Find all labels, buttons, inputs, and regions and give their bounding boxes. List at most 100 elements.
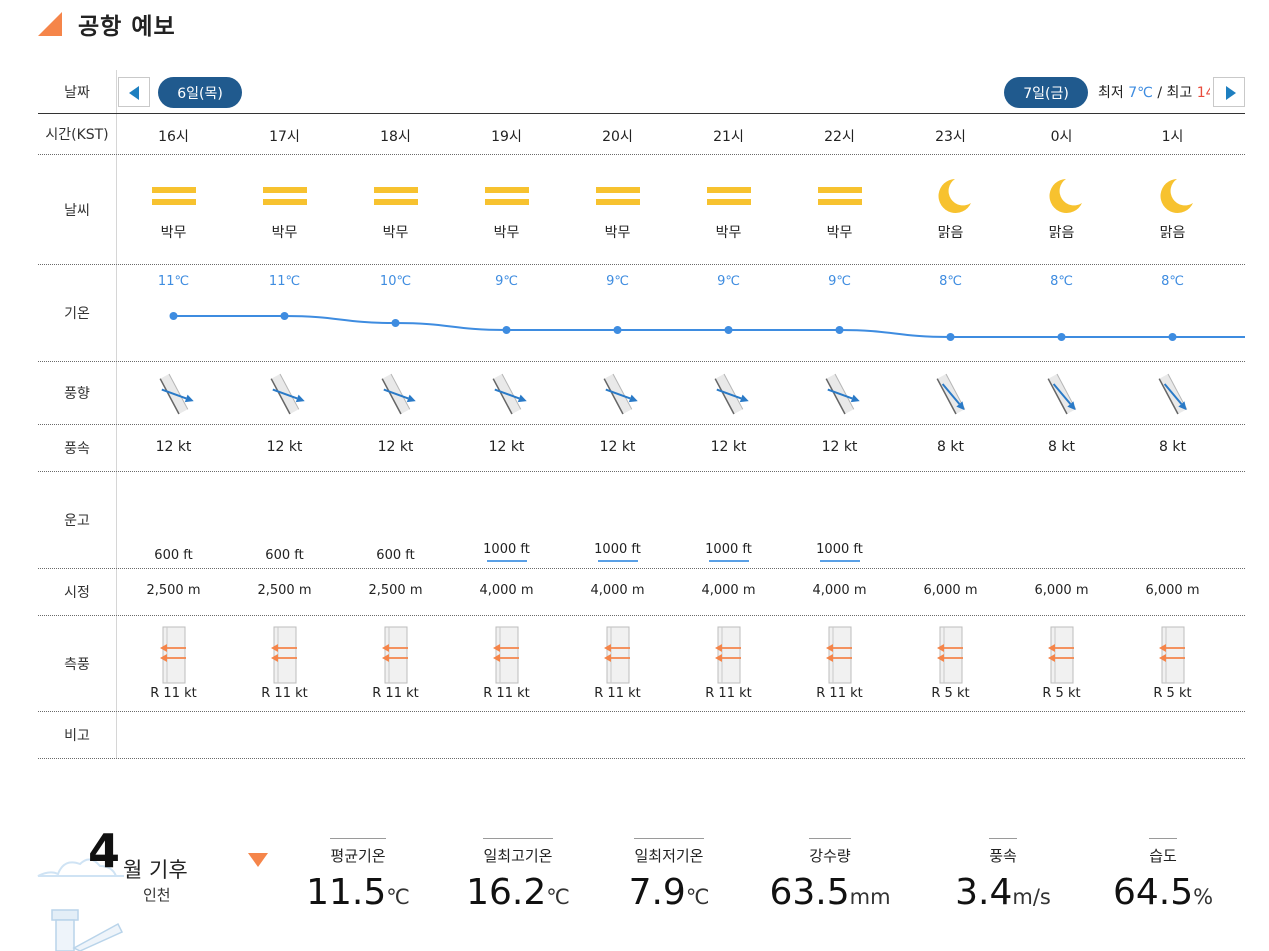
crosswind-value: R 11 kt <box>483 686 530 701</box>
wind-speed-value: 12 kt <box>710 439 747 455</box>
climate-stat-unit: % <box>1193 885 1214 909</box>
time-cell: 21시 <box>713 129 744 145</box>
crosswind-value: R 5 kt <box>1042 686 1081 701</box>
crosswind-value: R 11 kt <box>150 686 197 701</box>
temp-point <box>946 333 955 341</box>
row-ceiling: 운고 600 ft 600 ft 600 ft 1000 ft 1000 ft 1000 … <box>38 472 1245 569</box>
ceiling-marker-line <box>708 560 749 562</box>
weather-label: 박무 <box>160 225 187 241</box>
time-cell: 19시 <box>491 129 522 145</box>
visibility-value: 6,000 m <box>923 583 978 598</box>
climate-stat: 풍속 3.4m/s <box>893 838 1113 913</box>
haze-icon <box>784 175 895 219</box>
ceiling-marker-line <box>597 560 638 562</box>
wind-speed-value: 12 kt <box>821 439 858 455</box>
weather-label: 박무 <box>271 225 298 241</box>
haze-icon <box>451 175 562 219</box>
time-cell: 17시 <box>269 129 300 145</box>
temp-point <box>502 326 511 334</box>
weather-label: 박무 <box>604 225 631 241</box>
temp-label: 11℃ <box>157 274 190 289</box>
time-cell: 16시 <box>158 129 189 145</box>
temp-label: 8℃ <box>1161 274 1184 289</box>
wind-direction-icon <box>673 372 784 420</box>
crosswind-icon <box>1006 626 1117 688</box>
wind-direction-icon <box>784 372 895 420</box>
max-value: 14 <box>1196 85 1210 101</box>
temp-point <box>613 326 622 334</box>
row-label-wind-dir: 풍향 <box>38 362 117 424</box>
wind-speed-value: 12 kt <box>155 439 192 455</box>
month-dropdown-icon[interactable] <box>248 853 268 867</box>
crosswind-value: R 11 kt <box>372 686 419 701</box>
date-pill-first[interactable]: 6일(목) <box>158 77 242 108</box>
crosswind-value: R 11 kt <box>816 686 863 701</box>
temp-point <box>280 312 289 320</box>
row-weather: 날씨 박무 박무 박무 박무 박무 박무 박무 맑음 맑음 맑음 <box>38 155 1245 265</box>
row-label-remarks: 비고 <box>38 712 117 758</box>
climate-stat-number: 11.5 <box>306 872 387 913</box>
temp-line-chart <box>169 312 1245 341</box>
climate-stat-value: 63.5mm <box>720 872 940 913</box>
wind-speed-value: 8 kt <box>937 439 964 455</box>
weather-label: 박무 <box>715 225 742 241</box>
climate-stat-number: 3.4 <box>955 872 1013 913</box>
row-wind-speed: 풍속 12 kt 12 kt 12 kt 12 kt 12 kt 12 kt 12 kt 8 … <box>38 425 1245 472</box>
climate-stat-number: 7.9 <box>628 872 686 913</box>
climate-stat-label: 일최고기온 <box>483 838 553 866</box>
wind-speed-value: 12 kt <box>599 439 636 455</box>
climate-stat: 일최저기온 7.9℃ <box>559 838 779 913</box>
temp-label: 9℃ <box>495 274 518 289</box>
moon-icon <box>895 175 1006 219</box>
next-button[interactable] <box>1213 77 1245 107</box>
visibility-value: 2,500 m <box>368 583 423 598</box>
temp-point <box>1168 333 1177 341</box>
visibility-value: 2,500 m <box>146 583 201 598</box>
prev-button[interactable] <box>118 77 150 107</box>
crosswind-value: R 5 kt <box>1153 686 1192 701</box>
weather-label: 박무 <box>826 225 853 241</box>
climate-stat-unit: m/s <box>1012 885 1051 909</box>
date-pill-second[interactable]: 7일(금) <box>1004 77 1088 108</box>
crosswind-icon <box>229 626 340 688</box>
crosswind-value: R 11 kt <box>261 686 308 701</box>
climate-stat-unit: ℃ <box>386 885 410 909</box>
climate-stat: 일최고기온 16.2℃ <box>408 838 628 913</box>
climate-stat-unit: mm <box>849 885 891 909</box>
row-crosswind: 측풍 R 11 kt R 11 kt R 11 kt R 11 kt R 11 kt R … <box>38 616 1245 712</box>
ceiling-value: 1000 ft <box>784 542 895 562</box>
wind-speed-value: 8 kt <box>1159 439 1186 455</box>
separator: / <box>1157 85 1163 101</box>
weather-label: 맑음 <box>1048 225 1075 241</box>
temp-point <box>391 319 400 327</box>
min-max-temp: 최저 7℃ / 최고 14 <box>1098 82 1210 102</box>
row-label-crosswind: 측풍 <box>38 616 117 711</box>
time-cell: 18시 <box>380 129 411 145</box>
row-visibility: 시정 2,500 m 2,500 m 2,500 m 4,000 m 4,000 m 4,… <box>38 569 1245 616</box>
wind-speed-value: 8 kt <box>1048 439 1075 455</box>
visibility-value: 4,000 m <box>701 583 756 598</box>
climate-stat-number: 63.5 <box>769 872 850 913</box>
climate-stat-value: 16.2℃ <box>408 872 628 913</box>
visibility-value: 2,500 m <box>257 583 312 598</box>
max-label: 최고 <box>1166 85 1193 101</box>
climate-stat-value: 3.4m/s <box>893 872 1113 913</box>
crosswind-icon <box>118 626 229 688</box>
temp-point <box>835 326 844 334</box>
wind-speed-value: 12 kt <box>488 439 525 455</box>
ceiling-value: 1000 ft <box>562 542 673 562</box>
min-value: 7℃ <box>1128 85 1153 101</box>
row-date: 날짜 6일(목) 7일(금) 최저 7℃ / 최고 14 <box>38 70 1245 114</box>
temp-label: 8℃ <box>1050 274 1073 289</box>
temp-label: 9℃ <box>717 274 740 289</box>
haze-icon <box>673 175 784 219</box>
temp-label: 9℃ <box>606 274 629 289</box>
ceiling-value: 1000 ft <box>673 542 784 562</box>
crosswind-icon <box>673 626 784 688</box>
row-label-temp: 기온 <box>38 265 117 361</box>
wind-direction-icon <box>229 372 340 420</box>
crosswind-icon <box>1117 626 1228 688</box>
wind-direction-icon <box>340 372 451 420</box>
visibility-value: 4,000 m <box>812 583 867 598</box>
time-cell: 20시 <box>602 129 633 145</box>
